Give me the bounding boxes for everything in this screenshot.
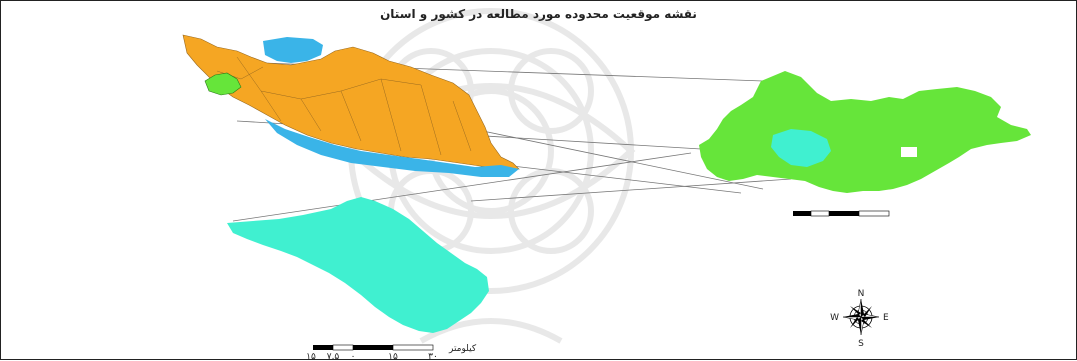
scale-tick-label: ۱۵: [388, 352, 398, 361]
study-area-shape: [227, 197, 489, 333]
map-title: نقشه موقعیت محدوده مورد مطالعه در کشور و…: [380, 7, 697, 21]
compass-rose-icon: N S E W: [830, 289, 889, 349]
province-borders: [216, 56, 472, 156]
province-highlight: [204, 72, 242, 96]
scale-tick-label: ۷.۵: [327, 352, 340, 361]
scale-tick-label: ۰: [351, 352, 356, 361]
compass-east-label: E: [883, 313, 889, 323]
province-scale-bar: [793, 210, 890, 217]
persian-gulf: [265, 119, 519, 177]
compass-west-label: W: [830, 313, 839, 323]
province-hole: [901, 147, 917, 157]
province-map: [699, 71, 1031, 217]
scale-unit-label: کیلومتر: [448, 344, 477, 354]
scale-tick-label: ۱۵: [306, 352, 316, 361]
scale-tick-label: ۳۰: [428, 352, 438, 361]
study-area-inset: [771, 129, 831, 167]
province-shape: [699, 71, 1031, 193]
study-area-map: [227, 197, 489, 333]
country-shape: [182, 34, 520, 170]
caspian-sea: [263, 37, 323, 63]
country-map: [182, 34, 520, 177]
compass-south-label: S: [858, 339, 864, 349]
compass-north-label: N: [858, 289, 865, 299]
study-scale-bar: کیلومتر ۱۵ ۷.۵ ۰ ۱۵ ۳۰: [306, 344, 477, 361]
